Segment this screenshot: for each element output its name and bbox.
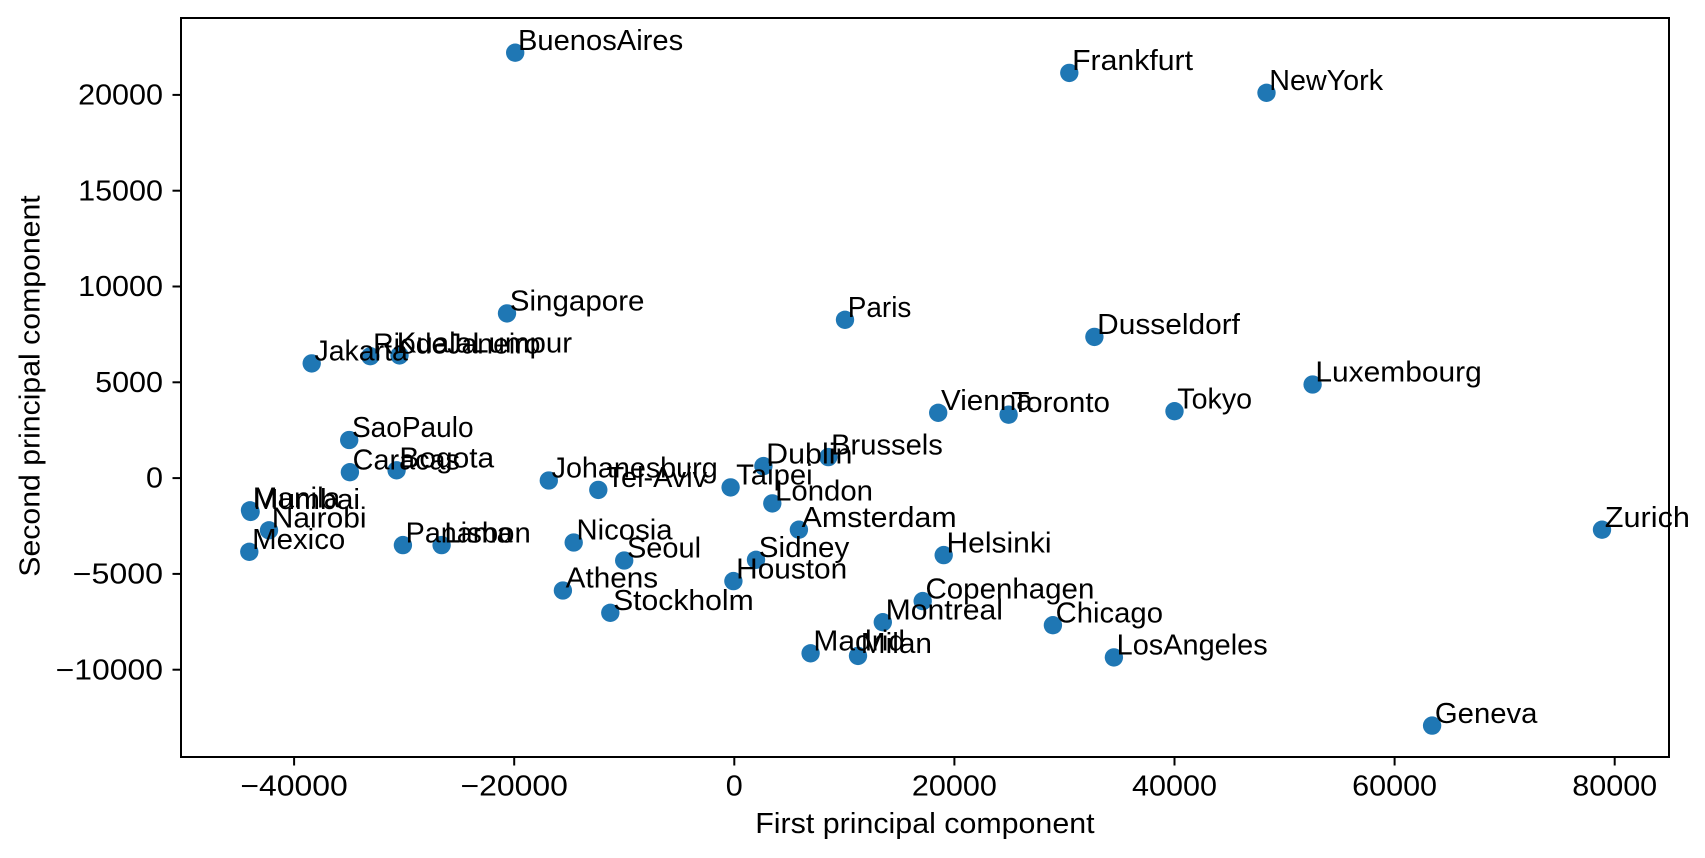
svg-text:Sidney: Sidney: [759, 531, 850, 563]
svg-text:First principal component: First principal component: [755, 807, 1094, 839]
svg-text:Stockholm: Stockholm: [613, 584, 754, 616]
svg-text:Vienna: Vienna: [941, 384, 1033, 416]
svg-text:BuenosAires: BuenosAires: [518, 24, 683, 56]
svg-text:0: 0: [726, 770, 743, 802]
svg-text:20000: 20000: [912, 770, 997, 802]
svg-text:Dublin: Dublin: [766, 437, 852, 469]
svg-text:NewYork: NewYork: [1269, 64, 1384, 96]
svg-text:Amsterdam: Amsterdam: [802, 501, 957, 533]
svg-text:Caracas: Caracas: [353, 443, 460, 475]
svg-text:Madrid: Madrid: [813, 625, 905, 657]
svg-text:Bogota: Bogota: [399, 442, 494, 474]
svg-text:−20000: −20000: [461, 770, 568, 802]
svg-text:Tel-Aviv: Tel-Aviv: [607, 461, 708, 493]
svg-text:Singapore: Singapore: [510, 285, 645, 317]
svg-text:RiodeJaneiro: RiodeJaneiro: [373, 327, 540, 359]
svg-text:Chicago: Chicago: [1056, 596, 1163, 628]
svg-text:Mexico: Mexico: [252, 523, 345, 555]
svg-text:Brussels: Brussels: [831, 428, 943, 460]
svg-text:5000: 5000: [95, 366, 163, 398]
svg-text:LosAngeles: LosAngeles: [1117, 629, 1268, 661]
svg-text:Toronto: Toronto: [1011, 386, 1110, 418]
svg-text:London: London: [775, 475, 873, 507]
svg-text:Athens: Athens: [566, 562, 658, 594]
svg-text:−10000: −10000: [56, 653, 163, 685]
svg-text:Helsinki: Helsinki: [946, 526, 1051, 558]
svg-text:20000: 20000: [78, 79, 163, 111]
svg-text:Paris: Paris: [848, 291, 912, 323]
svg-text:10000: 10000: [78, 270, 163, 302]
svg-text:KualaLumpur: KualaLumpur: [397, 327, 572, 359]
svg-text:Luxembourg: Luxembourg: [1315, 356, 1481, 388]
svg-text:Tokyo: Tokyo: [1177, 382, 1252, 414]
svg-text:Frankfurt: Frankfurt: [1072, 44, 1193, 76]
svg-text:SaoPaulo: SaoPaulo: [352, 411, 474, 443]
svg-text:40000: 40000: [1132, 770, 1217, 802]
svg-text:15000: 15000: [78, 174, 163, 206]
svg-text:60000: 60000: [1352, 770, 1437, 802]
svg-text:0: 0: [146, 462, 163, 494]
svg-text:Zurich: Zurich: [1605, 501, 1690, 533]
svg-text:Milan: Milan: [861, 627, 932, 659]
svg-text:Mumbai: Mumbai: [253, 483, 360, 515]
svg-text:Jakarta: Jakarta: [314, 335, 408, 367]
svg-text:Dusseldorf: Dusseldorf: [1097, 308, 1240, 340]
svg-text:Second principal component: Second principal component: [13, 195, 45, 577]
svg-text:−40000: −40000: [240, 770, 347, 802]
svg-text:−5000: −5000: [73, 558, 163, 590]
svg-text:Copenhagen: Copenhagen: [925, 572, 1094, 604]
svg-text:Houston: Houston: [736, 552, 847, 584]
svg-text:Seoul: Seoul: [627, 532, 701, 564]
svg-text:Panama: Panama: [406, 516, 513, 548]
svg-text:Taipei: Taipei: [736, 459, 813, 491]
svg-text:80000: 80000: [1572, 770, 1657, 802]
svg-text:Manila: Manila: [253, 482, 341, 514]
svg-text:Johanesburg: Johanesburg: [552, 452, 718, 484]
svg-text:Montreal: Montreal: [886, 593, 1003, 625]
svg-text:Geneva: Geneva: [1435, 697, 1538, 729]
svg-text:Nairobi: Nairobi: [272, 502, 367, 534]
svg-text:Nicosia: Nicosia: [576, 514, 672, 546]
svg-text:Lisbon: Lisbon: [444, 516, 530, 548]
